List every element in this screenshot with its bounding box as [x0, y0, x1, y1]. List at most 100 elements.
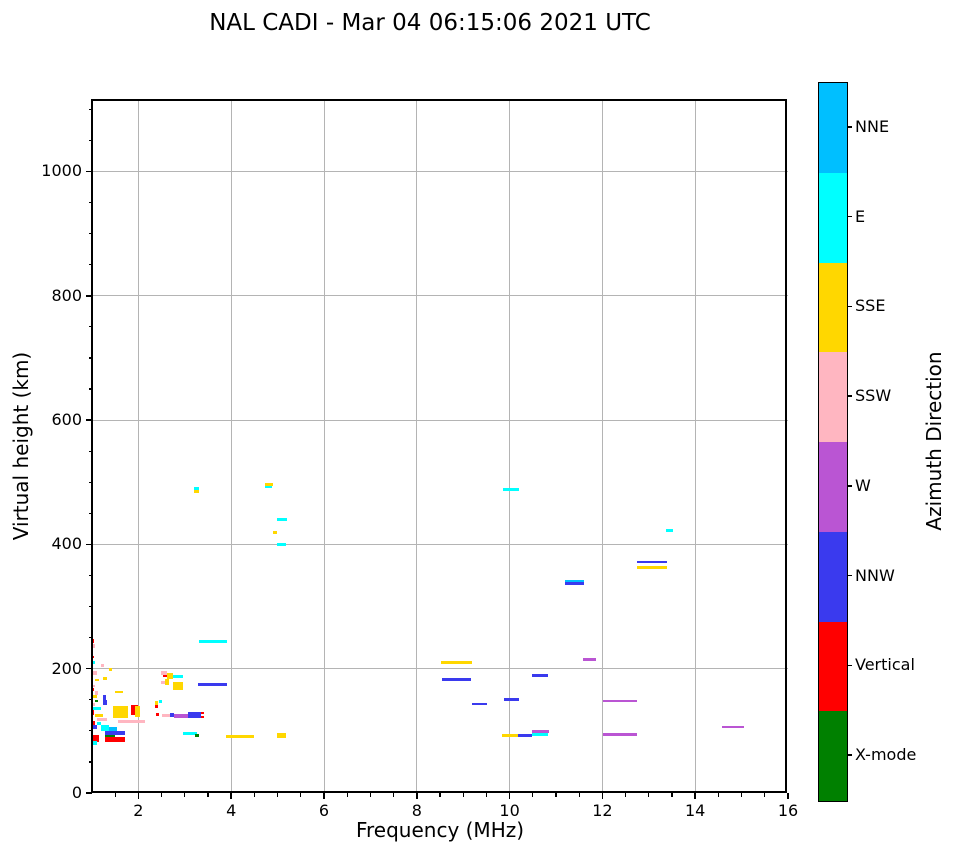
colorbar-segment-nne [819, 83, 847, 173]
x-minor-tick [300, 793, 302, 797]
y-minor-tick [88, 481, 92, 483]
data-segment [92, 671, 98, 675]
data-segment [92, 735, 99, 743]
data-segment [162, 674, 168, 677]
x-tick [787, 793, 789, 799]
x-tick-label: 14 [685, 801, 706, 820]
data-segment [109, 727, 118, 731]
data-segment [92, 740, 98, 746]
data-segment [440, 660, 472, 664]
data-segment [502, 733, 518, 738]
y-minor-tick [88, 761, 92, 763]
colorbar-tick [847, 126, 852, 128]
x-minor-tick [555, 793, 557, 797]
data-segment [201, 715, 204, 718]
y-minor-tick [88, 326, 92, 328]
grid-line-x [230, 100, 232, 793]
x-minor-tick [741, 793, 743, 797]
y-tick [86, 543, 92, 546]
data-segment [92, 707, 101, 710]
data-segment [637, 560, 667, 564]
x-tick [416, 793, 418, 799]
data-segment [109, 668, 112, 672]
data-segment [582, 657, 596, 661]
x-minor-tick [346, 793, 348, 797]
x-minor-tick [393, 793, 395, 797]
x-minor-tick [207, 793, 209, 797]
grid-line-y [92, 170, 788, 172]
x-tick-label: 2 [133, 801, 144, 820]
grid-line-y [92, 668, 788, 670]
data-segment [722, 725, 744, 729]
y-tick-label: 400 [51, 534, 82, 554]
y-minor-tick [88, 139, 92, 141]
data-segment [265, 485, 273, 489]
y-minor-tick [88, 450, 92, 452]
x-minor-tick [764, 793, 766, 797]
y-minor-tick [88, 730, 92, 732]
data-segment [117, 720, 145, 723]
colorbar-tick [847, 664, 852, 667]
data-segment [174, 714, 189, 718]
data-segment [472, 702, 487, 705]
data-segment [155, 701, 158, 706]
data-segment [92, 655, 94, 659]
x-tick-label: 12 [592, 801, 613, 820]
x-tick [323, 793, 325, 799]
data-segment [94, 714, 104, 718]
grid-line-y [92, 543, 788, 545]
grid-line-x [601, 100, 603, 793]
data-segment [182, 732, 197, 736]
colorbar-segment-vertical [819, 621, 847, 712]
data-segment [564, 582, 584, 585]
data-segment [161, 681, 165, 685]
y-tick [86, 667, 92, 670]
colorbar-tick-label: NNW [855, 565, 895, 585]
colorbar-segment-e [819, 172, 847, 263]
data-segment [92, 702, 95, 706]
colorbar-segment-sse [819, 262, 847, 353]
data-segment [194, 489, 200, 493]
data-segment [97, 717, 107, 721]
x-minor-tick [671, 793, 673, 797]
colorbar-tick-label: SSW [855, 386, 892, 406]
y-minor-tick [88, 637, 92, 639]
data-segment [156, 712, 159, 716]
data-segment [158, 699, 163, 703]
colorbar-tick [847, 574, 852, 577]
data-segment [92, 638, 95, 644]
x-tick [230, 793, 232, 799]
data-segment [92, 694, 98, 698]
data-segment [198, 682, 228, 687]
y-tick-label: 1000 [41, 161, 82, 181]
y-minor-tick [88, 264, 92, 266]
x-axis-label: Frequency (MHz) [355, 818, 525, 842]
data-segment [92, 709, 94, 715]
colorbar-tick-label: W [855, 475, 871, 495]
data-segment [195, 733, 200, 738]
colorbar-tick [847, 395, 852, 397]
data-segment [103, 676, 107, 680]
grid-line-y [92, 419, 788, 421]
x-minor-tick [184, 793, 186, 797]
data-segment [602, 699, 638, 703]
data-segment [531, 732, 549, 736]
colorbar-tick-label: X-mode [855, 745, 917, 765]
x-tick-label: 6 [318, 801, 330, 820]
data-segment [100, 725, 110, 731]
data-segment [564, 580, 584, 583]
data-segment [169, 712, 175, 718]
data-segment [94, 699, 99, 703]
data-segment [94, 678, 99, 682]
colorbar-segment-w [819, 442, 847, 532]
grid-line-x [694, 100, 696, 793]
data-segment [164, 678, 170, 685]
data-segment [92, 684, 95, 687]
grid-line-x [323, 100, 325, 793]
data-segment [504, 697, 519, 701]
data-segment [155, 705, 158, 708]
colorbar-segment-ssw [819, 352, 847, 442]
data-segment [188, 712, 202, 718]
data-segment [665, 528, 673, 532]
y-tick [86, 792, 92, 794]
